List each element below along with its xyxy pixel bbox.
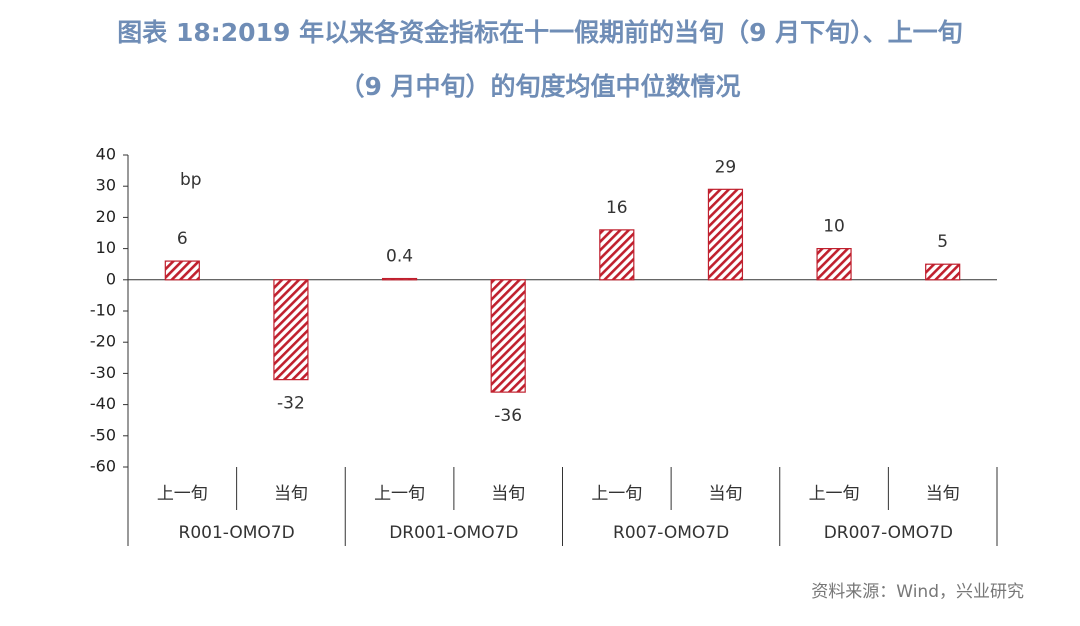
chart-title: 图表 18:2019 年以来各资金指标在十一假期前的当旬（9 月下旬）、上一旬 [117, 18, 962, 47]
data-label: 29 [715, 157, 737, 177]
x-tick-label: 当旬 [708, 484, 742, 504]
y-tick-label: -20 [90, 332, 116, 351]
group-label: R007-OMO7D [613, 523, 729, 543]
group-label: R001-OMO7D [179, 523, 295, 543]
data-label: 0.4 [386, 247, 413, 267]
x-tick-label: 上一旬 [591, 484, 642, 504]
data-label: 16 [606, 198, 628, 218]
x-tick-label: 当旬 [274, 484, 308, 504]
bar [490, 279, 526, 393]
bar [381, 277, 418, 281]
y-tick-label: -30 [90, 363, 116, 382]
data-label: -32 [277, 394, 305, 414]
x-tick-label: 上一旬 [374, 484, 425, 504]
chart-title: （9 月中旬）的旬度均值中位数情况 [339, 72, 740, 101]
x-tick-label: 上一旬 [157, 484, 208, 504]
group-label: DR007-OMO7D [824, 523, 953, 543]
y-tick-label: 20 [96, 207, 116, 226]
bar [599, 229, 635, 281]
y-tick-label: 10 [96, 238, 116, 257]
x-tick-label: 上一旬 [809, 484, 860, 504]
source: 资料来源：Wind，兴业研究 [811, 582, 1024, 602]
y-tick-label: -10 [90, 301, 116, 320]
data-label: 5 [937, 232, 948, 252]
bar [164, 260, 200, 281]
y-tick-label: -50 [90, 425, 116, 444]
y-tick-label: -40 [90, 394, 116, 413]
y-tick-label: -60 [90, 457, 116, 476]
x-tick-label: 当旬 [491, 484, 525, 504]
x-tick-label: 当旬 [926, 484, 960, 504]
bar [816, 248, 852, 281]
y-tick-label: 30 [96, 176, 116, 195]
data-label: 6 [177, 229, 188, 249]
data-label: 10 [823, 217, 845, 237]
y-tick-label: 40 [96, 145, 116, 164]
y-tick-label: 0 [106, 269, 116, 288]
bar [707, 188, 744, 281]
bar [925, 263, 961, 281]
data-label: -36 [494, 406, 522, 426]
unit-label: bp [180, 170, 202, 190]
bar [273, 279, 309, 381]
group-label: DR001-OMO7D [389, 523, 518, 543]
